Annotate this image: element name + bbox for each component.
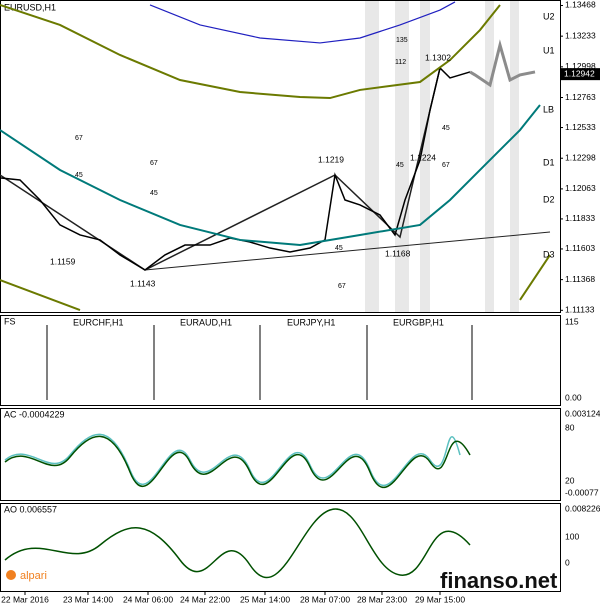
panel-title: FS — [4, 316, 16, 326]
panel-axis-label: 100 — [565, 531, 579, 541]
level-count: 45 — [442, 125, 450, 132]
oscillators — [4, 433, 471, 579]
level-count: 135 — [396, 37, 408, 44]
pair-label: EURGBP,H1 — [393, 317, 444, 327]
price-annotation: 1.1143 — [130, 278, 156, 288]
pair-label: EURJPY,H1 — [287, 317, 335, 327]
panel-axis-label: 0.00 — [565, 392, 582, 402]
level-count: 112 — [395, 59, 406, 66]
series-line — [469, 39, 536, 88]
level-count: 67 — [338, 283, 346, 290]
y-tick-label: 1.11368 — [565, 274, 595, 284]
y-tick-label: 1.12298 — [565, 152, 596, 162]
x-tick-label: 22 Mar 2016 — [1, 594, 49, 604]
panel-axis-label: 20 — [565, 475, 575, 485]
level-label: LB — [543, 104, 554, 114]
price-annotation: 1.1159 — [50, 256, 76, 266]
x-tick-label: 25 Mar 14:00 — [240, 594, 290, 604]
x-tick-label: 24 Mar 22:00 — [180, 594, 230, 604]
x-tick-label: 28 Mar 23:00 — [357, 594, 407, 604]
y-tick-label: 1.13468 — [565, 0, 596, 10]
panel-axis-label: 80 — [565, 422, 575, 432]
panel-axis-label: -0.00077 — [565, 487, 599, 497]
y-tick-label: 1.12763 — [565, 92, 596, 102]
trendlines — [0, 67, 551, 271]
panel-axis-label: 0.003124 — [565, 408, 600, 418]
x-tick-label: 29 Mar 15:00 — [415, 594, 465, 604]
level-count: 45 — [396, 162, 404, 169]
price-annotation: 1.1302 — [425, 52, 451, 62]
last-price: 1.12942 — [564, 68, 595, 78]
level-label: U2 — [543, 11, 555, 21]
panel-axis-label: 0.008226 — [565, 503, 600, 513]
watermark: finanso.net — [440, 568, 558, 593]
level-count: 45 — [150, 190, 158, 197]
series-line — [519, 254, 551, 301]
series-line — [0, 66, 471, 271]
panel-separators — [46, 325, 473, 400]
y-tick-label: 1.11603 — [565, 243, 595, 253]
y-tick-label: 1.13233 — [565, 30, 596, 40]
level-label: D1 — [543, 157, 555, 167]
pair-label: EURCHF,H1 — [73, 317, 124, 327]
price-annotation: 1.1219 — [318, 154, 344, 164]
brand: alpari — [20, 570, 47, 582]
panel-frames — [0, 0, 561, 592]
panel-axis-label: 0 — [565, 557, 570, 567]
level-count: 67 — [442, 162, 450, 169]
price-annotation: 1.1168 — [385, 248, 411, 258]
series-line — [149, 1, 456, 44]
chart-title: EURUSD,H1 — [4, 2, 56, 12]
pair-label: EURAUD,H1 — [180, 317, 232, 327]
series-line — [0, 4, 501, 100]
level-label: D2 — [543, 194, 555, 204]
x-tick-label: 28 Mar 07:00 — [300, 594, 350, 604]
brand-logo — [6, 570, 16, 580]
level-label: D3 — [543, 249, 555, 259]
x-tick-label: 24 Mar 06:00 — [123, 594, 173, 604]
panel-title: AC -0.0004229 — [4, 409, 65, 419]
level-count: 67 — [75, 135, 83, 142]
level-count: 45 — [335, 245, 343, 252]
y-tick-label: 1.12063 — [565, 183, 596, 193]
level-count: 45 — [75, 172, 83, 179]
series-line — [0, 279, 81, 311]
series-line — [0, 104, 541, 247]
y-tick-label: 1.12998 — [565, 61, 596, 71]
price-box — [561, 68, 600, 81]
level-label: U1 — [543, 45, 555, 55]
panel-title: AO 0.006557 — [4, 504, 57, 514]
level-count: 67 — [150, 160, 158, 167]
price-annotation: 1.1224 — [410, 152, 436, 162]
stripes — [365, 0, 519, 312]
y-tick-label: 1.11133 — [565, 305, 595, 315]
y-tick-label: 1.11833 — [565, 213, 595, 223]
x-tick-label: 23 Mar 14:00 — [63, 594, 113, 604]
panel-axis-label: 115 — [565, 316, 579, 326]
y-tick-label: 1.12533 — [565, 122, 596, 132]
